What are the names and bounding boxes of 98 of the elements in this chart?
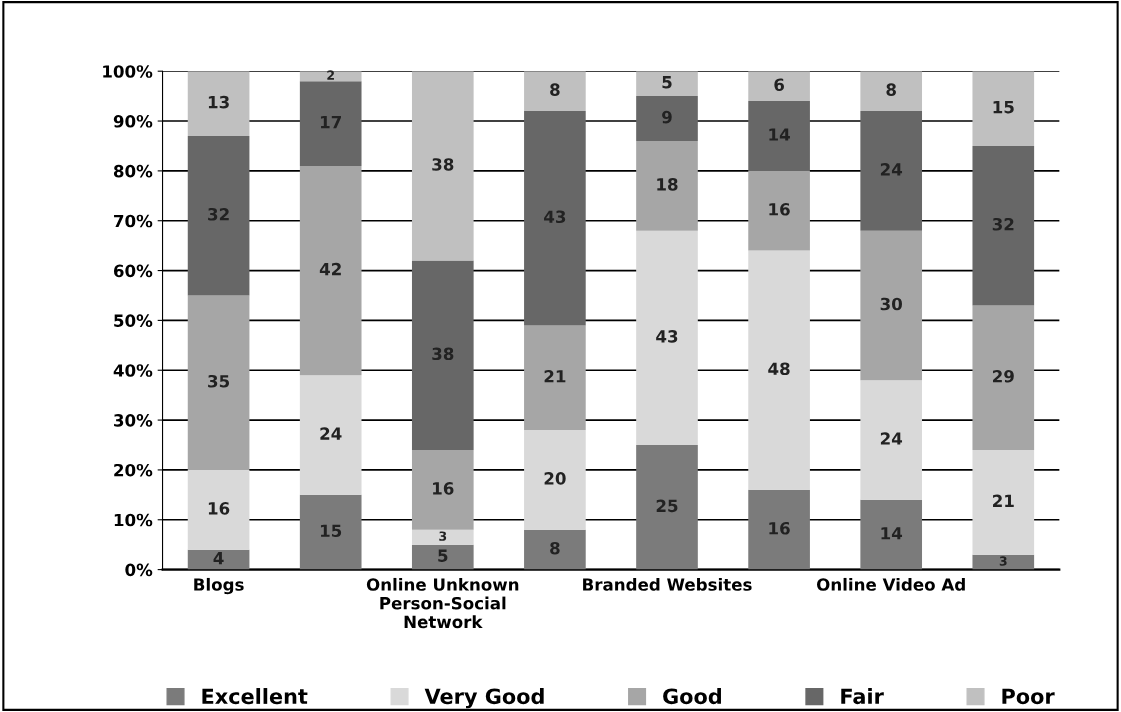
bar [524,71,586,112]
bar [187,469,250,550]
y-tick-label: 10% [114,513,153,527]
data-label: 3 [999,556,1007,566]
data-label: 14 [881,527,903,540]
bar [411,544,474,570]
y-tick-label: 80% [113,164,153,178]
bar [972,145,1035,306]
bar [972,71,1035,146]
bar [748,489,810,570]
bar [411,260,474,450]
bar [972,449,1035,555]
bar [411,71,474,261]
legend-label: Poor [1002,688,1055,705]
data-label: 24 [880,163,903,176]
bar [860,71,923,112]
bar [748,101,810,171]
bar [524,529,586,570]
legend-label: Very Good [424,688,544,709]
bar [972,554,1035,570]
data-label: 30 [880,297,902,311]
data-label: 20 [544,472,566,485]
legend-label: Good [663,688,721,705]
data-label: 16 [769,521,790,535]
y-tick-label: 70% [114,214,153,228]
data-label: 24 [320,427,342,440]
data-label: 16 [433,482,454,495]
bar [187,135,250,296]
bar [524,325,586,431]
data-label: 21 [993,494,1014,507]
data-label: 8 [550,541,560,555]
y-tick-label: 50% [114,314,153,327]
bar [524,111,586,326]
legend-label: Excellent [202,688,308,705]
data-label: 14 [769,128,790,141]
data-label: 38 [432,158,454,171]
y-tick-label: 40% [113,364,153,377]
legend-label: Fair [841,688,884,705]
data-label: 17 [320,115,341,129]
data-label: 35 [208,374,230,388]
bar [860,380,923,500]
y-tick-label: 100% [103,65,153,78]
bar [411,449,474,530]
data-label: 29 [993,369,1014,383]
data-label: 16 [769,203,790,216]
data-label: 38 [432,347,454,361]
data-label: 15 [993,101,1014,114]
bar [187,71,250,136]
bar [972,305,1035,450]
data-label: 4 [213,552,224,565]
data-label: 42 [319,262,341,276]
data-label: 16 [208,502,230,515]
data-label: 43 [544,210,566,224]
bar [636,445,698,570]
bar [411,529,474,545]
y-tick-label: 90% [113,115,153,128]
bar [636,230,698,445]
bar [860,111,923,231]
data-label: 15 [320,524,342,538]
x-tick-label: Online Video Ad [816,577,965,591]
data-label: 2 [327,70,334,80]
bar [860,230,923,381]
data-label: 32 [208,207,229,221]
data-label: 8 [886,83,896,96]
data-label: 18 [657,178,678,191]
data-label: 8 [550,83,560,96]
bar [187,295,250,470]
bar [299,375,362,495]
data-label: 5 [662,76,672,89]
data-label: 32 [992,217,1014,231]
data-label: 21 [544,369,566,383]
data-label: 13 [208,95,229,109]
data-label: 9 [662,110,672,124]
bar [860,499,923,570]
bar [299,165,362,376]
bar [524,430,586,530]
data-label: 48 [768,362,790,376]
bar [636,71,698,97]
data-label: 25 [656,499,678,513]
y-tick-label: 0% [125,563,153,577]
data-label: 43 [656,330,678,343]
bar [299,494,362,570]
data-label: 24 [880,432,903,445]
data-label: 6 [774,78,784,91]
bar [748,71,810,102]
x-tick-label: Online Unknown Person-Social Network [366,577,519,629]
x-tick-label: Branded Websites [583,577,752,591]
x-tick-label: Blogs [194,577,244,595]
y-tick-label: 60% [113,264,153,278]
bar [636,96,698,141]
y-tick-label: 30% [114,414,153,427]
bar [748,170,810,251]
bar [636,140,698,231]
bar [748,250,810,490]
data-label: 5 [438,549,448,562]
y-tick-label: 20% [114,463,153,477]
bar [299,81,362,166]
data-label: 3 [439,531,447,541]
